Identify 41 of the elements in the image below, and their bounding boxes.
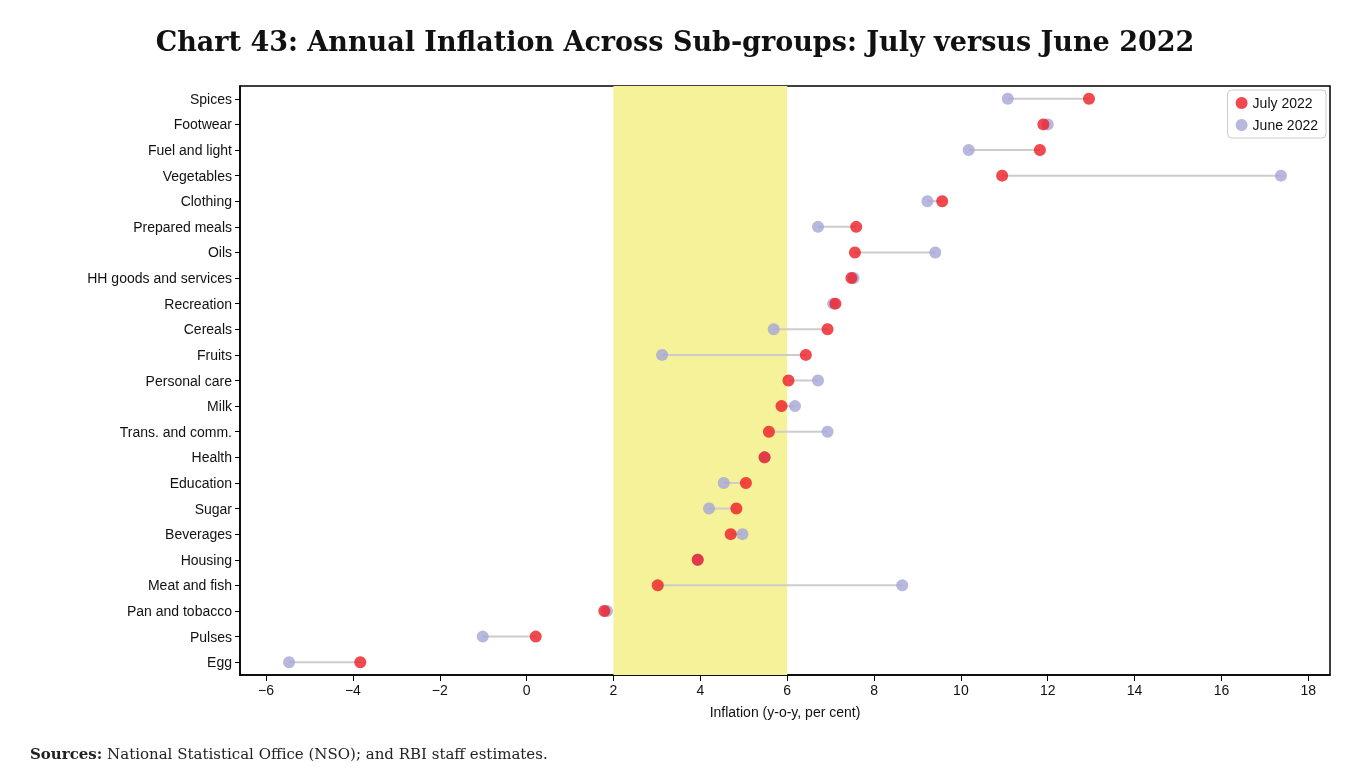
y-tick-label: Prepared meals xyxy=(133,218,232,235)
x-tick-label: 16 xyxy=(1213,682,1230,698)
y-tick-label: Fuel and light xyxy=(147,142,233,159)
x-tick-label: 2 xyxy=(609,682,618,698)
x-tick-label: −2 xyxy=(431,682,448,698)
x-tick-label: −6 xyxy=(258,682,275,698)
x-tick-label: 4 xyxy=(696,682,705,698)
y-tick-label: Footwear xyxy=(173,116,233,133)
y-tick-label: Housing xyxy=(180,551,232,568)
legend-label: July 2022 xyxy=(1252,95,1313,111)
y-tick-label: Health xyxy=(191,449,232,466)
x-axis-title: Inflation (y-o-y, per cent) xyxy=(709,704,861,720)
chart-title: Chart 43: Annual Inflation Across Sub-groups: July versus June 2022 xyxy=(154,26,1196,57)
y-tick-label: Milk xyxy=(207,398,233,415)
y-tick-label: Egg xyxy=(207,654,232,671)
y-tick-label: Pulses xyxy=(189,628,232,645)
x-tick-label: 14 xyxy=(1126,682,1143,698)
y-tick-label: Beverages xyxy=(165,526,232,543)
y-tick-label: Pan and tobacco xyxy=(126,602,233,619)
y-tick-label: Meat and fish xyxy=(147,577,232,594)
x-tick-label: 10 xyxy=(953,682,969,698)
legend-label: June 2022 xyxy=(1252,117,1319,133)
x-tick-label: 0 xyxy=(522,682,531,698)
x-tick-label: −4 xyxy=(344,682,362,698)
y-tick-label: Clothing xyxy=(180,193,232,210)
y-tick-label: Personal care xyxy=(145,372,233,389)
source-note: Sources: National Statistical Office (NSO); and RBI staff estimates. xyxy=(30,745,548,763)
y-tick-label: Cereals xyxy=(183,321,232,338)
y-tick-label: Fruits xyxy=(197,346,232,363)
y-tick-label: HH goods and services xyxy=(87,270,232,287)
y-tick-label: Sugar xyxy=(194,500,233,517)
y-tick-label: Education xyxy=(169,474,232,491)
y-tick-label: Trans. and comm. xyxy=(119,423,232,440)
y-tick-label: Spices xyxy=(189,90,232,107)
x-tick-label: 18 xyxy=(1300,682,1317,698)
y-tick-label: Oils xyxy=(207,244,232,261)
y-tick-label: Vegetables xyxy=(162,167,232,184)
x-tick-label: 8 xyxy=(870,682,879,698)
x-tick-label: 12 xyxy=(1039,682,1056,698)
y-tick-label: Recreation xyxy=(164,295,232,312)
x-tick-label: 6 xyxy=(783,682,792,698)
